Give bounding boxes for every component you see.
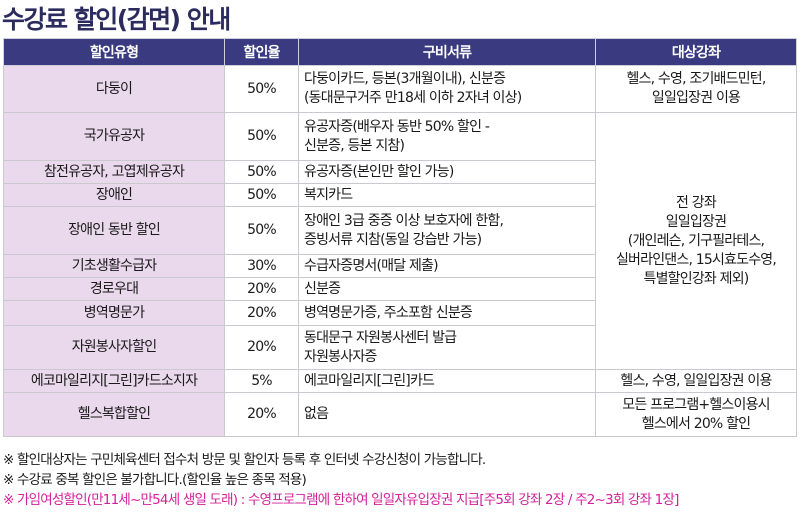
documents-cell: 장애인 3급 중증 이상 보호자에 한함, 증빙서류 지참(동일 강습반 가능) <box>298 206 596 255</box>
cell-line: 특별할인강좌 제외) <box>643 270 750 287</box>
cell-line: 헬스, 수영, 조기배드민턴, <box>626 71 766 87</box>
table-row: 기초생활수급자 30% 수급자증명서(매달 제출) <box>3 254 797 278</box>
cell-line: 신분증, 등본 지참) <box>304 137 405 154</box>
table-row: 에코마일리지[그린]카드소지자 5% 에코마일리지[그린]카드 헬스, 수영, 일일입… <box>3 369 797 393</box>
cell-line: (개인레슨, 기구필라테스, <box>627 232 765 249</box>
discount-type-cell: 에코마일리지[그린]카드소지자 <box>3 369 225 393</box>
documents-cell: 에코마일리지[그린]카드 <box>298 369 596 393</box>
discount-type-cell: 자원봉사자할인 <box>3 325 225 370</box>
target-courses-cell: 헬스, 수영, 일일입장권 이용 <box>595 369 797 393</box>
discount-rate-cell: 20% <box>224 325 299 370</box>
discount-rate-cell: 5% <box>224 369 299 393</box>
discount-rate-cell: 50% <box>224 183 299 207</box>
cell-line: 증빙서류 지참(동일 강습반 가능) <box>304 231 482 248</box>
cell-line: 없음 <box>304 406 329 422</box>
note-item: ※ 할인대상자는 구민체육센터 접수처 방문 및 할인자 등록 후 인터넷 수강… <box>3 452 486 468</box>
table-row: 자원봉사자할인 20% 동대문구 자원봉사센터 발급 자원봉사자증 <box>3 325 797 370</box>
cell-line: 일일입장권 이용 <box>651 90 741 106</box>
discount-rate-cell: 50% <box>224 206 299 255</box>
documents-cell: 다둥이카드, 등본(3개월이내), 신분증 (동대문구거주 만18세 이하 2자녀… <box>298 65 596 113</box>
documents-cell: 없음 <box>298 392 596 437</box>
page-title: 수강료 할인(감면) 안내 <box>2 5 231 34</box>
discount-type-cell: 참전유공자, 고엽제유공자 <box>3 160 225 184</box>
target-courses-cell: 헬스, 수영, 조기배드민턴, 일일입장권 이용 <box>595 65 797 113</box>
table-row: 장애인 50% 복지카드 <box>3 183 797 207</box>
table-row: 참전유공자, 고엽제유공자 50% 유공자증(본인만 할인 가능) <box>3 160 797 184</box>
cell-line: 전 강좌 <box>676 194 717 211</box>
discount-type-cell: 장애인 동반 할인 <box>3 206 225 255</box>
documents-cell: 복지카드 <box>298 183 596 207</box>
note-item: ※ 수강료 중복 할인은 불가합니다.(할인율 높은 종목 적용) <box>3 472 307 488</box>
discount-type-cell: 기초생활수급자 <box>3 254 225 278</box>
cell-line: 헬스에서 20% 할인 <box>641 415 751 432</box>
cell-line: 자원봉사자증 <box>304 348 377 365</box>
discount-rate-cell: 20% <box>224 277 299 301</box>
table-row: 장애인 동반 할인 50% 장애인 3급 중증 이상 보호자에 한함, 증빙서류 지참… <box>3 206 797 255</box>
cell-line: 다둥이카드, 등본(3개월이내), 신분증 <box>304 71 506 87</box>
cell-line: 유공자증(본인만 할인 가능) <box>304 163 454 180</box>
cell-line: 에코마일리지[그린]카드 <box>304 372 435 389</box>
discount-type-cell: 경로우대 <box>3 277 225 301</box>
header-target-courses: 대상강좌 <box>595 38 797 66</box>
cell-line: 복지카드 <box>304 186 353 203</box>
documents-cell: 수급자증명서(매달 제출) <box>298 254 596 278</box>
cell-line: 병역명문가증, 주소포함 신분증 <box>304 304 473 321</box>
discount-rate-cell: 20% <box>224 392 299 437</box>
table-row: 병역명문가 20% 병역명문가증, 주소포함 신분증 <box>3 300 797 326</box>
discount-rate-cell: 30% <box>224 254 299 278</box>
documents-cell: 유공자증(배우자 동반 50% 할인 - 신분증, 등본 지참) <box>298 112 596 161</box>
cell-line: 장애인 3급 중증 이상 보호자에 한함, <box>304 212 504 229</box>
documents-cell: 유공자증(본인만 할인 가능) <box>298 160 596 184</box>
discount-type-cell: 장애인 <box>3 183 225 207</box>
note-highlight: ※ 가임여성할인(만11세~만54세 생일 도래) : 수영프로그램에 한하여 … <box>3 492 679 508</box>
discount-rate-cell: 50% <box>224 65 299 113</box>
header-discount-rate: 할인율 <box>224 38 299 66</box>
discount-type-cell: 병역명문가 <box>3 300 225 326</box>
documents-cell: 병역명문가증, 주소포함 신분증 <box>298 300 596 326</box>
cell-line: 신분증 <box>304 280 341 297</box>
table-row: 국가유공자 50% 유공자증(배우자 동반 50% 할인 - 신분증, 등본 지참) 전… <box>3 112 797 370</box>
cell-line: 유공자증(배우자 동반 50% 할인 - <box>304 118 490 135</box>
header-documents: 구비서류 <box>298 38 596 66</box>
discount-type-cell: 다둥이 <box>3 65 225 113</box>
cell-line: 헬스, 수영, 일일입장권 이용 <box>620 372 772 389</box>
cell-line: 수급자증명서(매달 제출) <box>304 257 439 274</box>
header-discount-type: 할인유형 <box>3 38 225 66</box>
cell-line: (동대문구거주 만18세 이하 2자녀 이상) <box>304 90 522 106</box>
cell-line: 동대문구 자원봉사센터 발급 <box>304 329 457 346</box>
discount-type-cell: 국가유공자 <box>3 112 225 161</box>
cell-line: 실버라인댄스, 15시효도수영, <box>615 251 777 268</box>
table-header-row: 할인유형 할인율 구비서류 대상강좌 <box>3 38 797 66</box>
cell-line: 일일입장권 <box>665 213 727 230</box>
discount-table: 할인유형 할인율 구비서류 대상강좌 다둥이 50% 다둥이카드, 등본(3개월이내… <box>3 38 797 437</box>
notes: ※ 할인대상자는 구민체육센터 접수처 방문 및 할인자 등록 후 인터넷 수강… <box>3 450 679 510</box>
documents-cell: 신분증 <box>298 277 596 301</box>
table-row: 다둥이 50% 다둥이카드, 등본(3개월이내), 신분증 (동대문구거주 만18세 … <box>3 65 797 113</box>
discount-rate-cell: 50% <box>224 160 299 184</box>
discount-type-cell: 헬스복합할인 <box>3 392 225 437</box>
discount-rate-cell: 20% <box>224 300 299 326</box>
cell-line: 모든 프로그램+헬스이용시 <box>622 396 770 413</box>
discount-rate-cell: 50% <box>224 112 299 161</box>
